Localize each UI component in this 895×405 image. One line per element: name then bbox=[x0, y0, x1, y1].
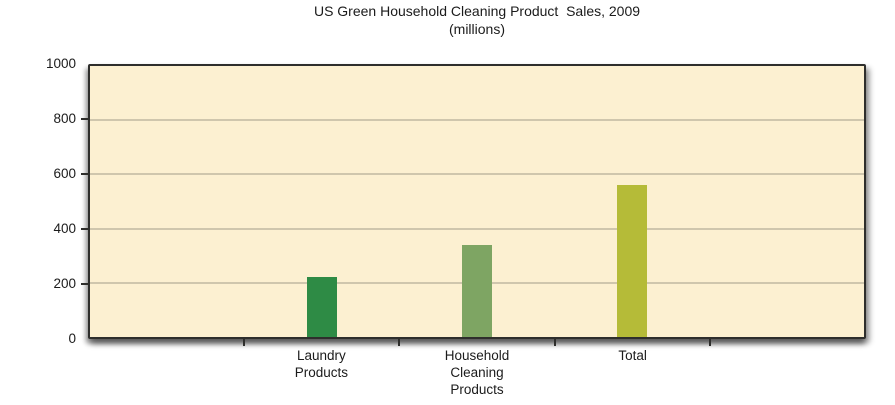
y-axis-label-0: 0 bbox=[68, 331, 76, 346]
category-label-household-cleaning-products: Household Cleaning Products bbox=[445, 347, 510, 398]
category-label-line: Household bbox=[444, 348, 510, 363]
bar-household-cleaning-products bbox=[462, 244, 492, 337]
y-axis-label-200: 200 bbox=[53, 276, 76, 291]
category-label-laundry-products: Laundry Products bbox=[295, 347, 348, 381]
category-label-total: Total bbox=[618, 347, 647, 364]
y-axis-label-600: 600 bbox=[53, 166, 76, 181]
y-tick-200 bbox=[81, 283, 88, 285]
gridline-800 bbox=[90, 119, 864, 122]
gridline-400 bbox=[90, 227, 864, 230]
y-axis-label-1000: 1000 bbox=[45, 56, 76, 71]
y-tick-800 bbox=[81, 118, 88, 120]
y-tick-600 bbox=[81, 173, 88, 175]
bar-total bbox=[616, 185, 647, 337]
bar-laundry-products bbox=[307, 277, 338, 337]
x-tick-1 bbox=[242, 339, 245, 346]
gridline-600 bbox=[90, 173, 864, 176]
category-label-line: Laundry bbox=[296, 348, 346, 363]
chart-title: US Green Household Cleaning Product Sale… bbox=[313, 3, 641, 19]
y-axis-label-800: 800 bbox=[53, 111, 76, 126]
category-label-line: Cleaning bbox=[450, 365, 504, 380]
x-tick-3 bbox=[553, 339, 556, 346]
category-label-line: Total bbox=[618, 348, 647, 363]
chart-subtitle: (millions) bbox=[449, 21, 505, 37]
plot-area bbox=[88, 64, 866, 339]
y-tick-400 bbox=[81, 228, 88, 230]
category-label-line: Products bbox=[450, 382, 504, 397]
x-tick-2 bbox=[398, 339, 401, 346]
category-label-line: Products bbox=[294, 365, 349, 380]
x-tick-4 bbox=[709, 339, 712, 346]
y-axis-label-400: 400 bbox=[53, 221, 76, 236]
